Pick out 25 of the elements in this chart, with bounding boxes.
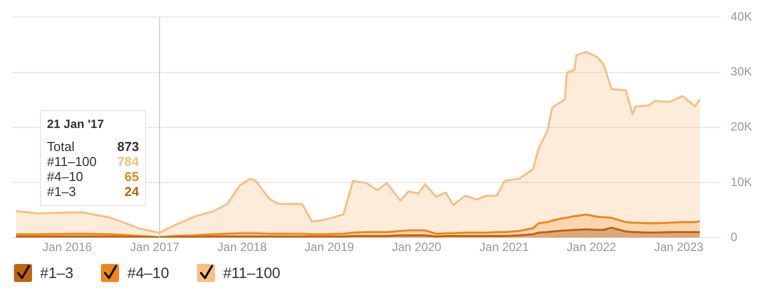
- text: #4–10: [47, 169, 84, 184]
- annotation: 24: [124, 184, 139, 199]
- x-tick-label: Jan 2021: [480, 240, 530, 254]
- x-tick-label: Jan 2016: [42, 240, 92, 254]
- x-tick-label: Jan 2017: [130, 240, 180, 254]
- y-tick-label: 20K: [730, 120, 752, 134]
- x-tick-label: Jan 2022: [566, 240, 617, 254]
- legend-label: #11–100: [223, 264, 280, 282]
- y-tick-label: 30K: [730, 64, 752, 79]
- x-tick-label: Jan 2019: [304, 240, 354, 254]
- y-tick-label: 0: [730, 230, 738, 244]
- annotation: 65: [124, 169, 139, 184]
- text: #1–3: [47, 184, 76, 199]
- y-tick-label: 40K: [730, 10, 752, 24]
- text: #11–100: [47, 154, 97, 169]
- annotation: 21 Jan '17: [47, 117, 105, 131]
- annotation: Total: [47, 139, 74, 154]
- annotation: 784: [117, 154, 139, 169]
- x-tick-label: Jan 2018: [217, 240, 268, 254]
- x-tick-label: Jan 2020: [392, 240, 442, 254]
- x-tick-label: Jan 2023: [654, 240, 704, 254]
- y-tick-label: 10K: [730, 174, 752, 189]
- legend-label: #1–3: [40, 264, 74, 282]
- legend-label: #4–10: [127, 264, 170, 282]
- annotation: 873: [117, 139, 139, 154]
